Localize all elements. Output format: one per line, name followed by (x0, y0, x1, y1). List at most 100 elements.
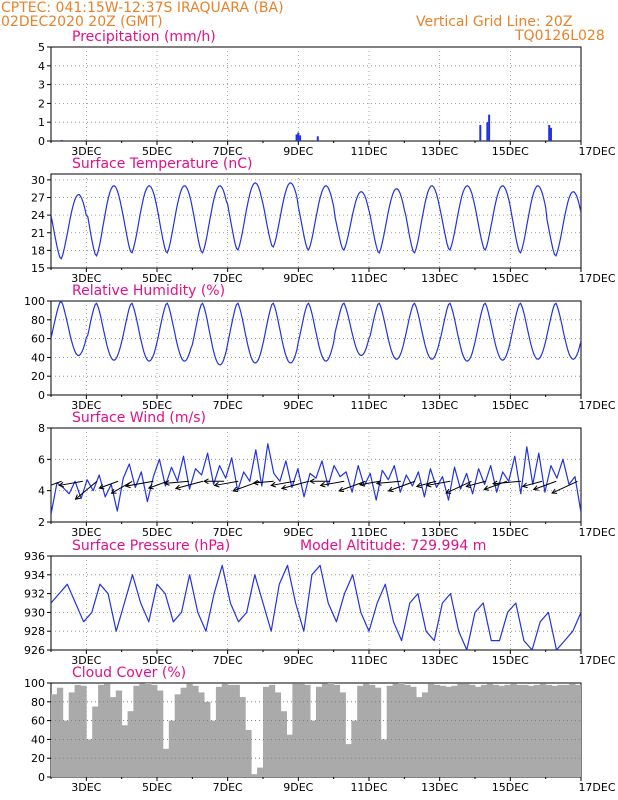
x-tick-label: 9DEC (283, 399, 313, 412)
panel-precip: 0 1 2 3 4 5 3DEC 5DEC 7DEC 9DEC 11DEC 13DEC 15DEC 17D… (38, 29, 616, 158)
cloud-bar (257, 767, 264, 777)
panel-frame (50, 46, 582, 142)
y-tick-label: 60 (31, 333, 45, 346)
cloud-bar (162, 748, 170, 777)
x-tick-label: 13DEC (421, 145, 458, 158)
panel-frame (50, 300, 582, 396)
cloud-bar (221, 683, 229, 777)
panel-title: Precipitation (mm/h) (72, 29, 216, 45)
x-tick-label: 5DEC (142, 272, 172, 285)
cloud-bar (327, 683, 335, 777)
cloud-bar (268, 684, 276, 777)
y-tick-label: 80 (31, 314, 45, 327)
x-tick-label: 17DEC (578, 654, 615, 667)
cloud-bar (192, 685, 199, 777)
cloud-bar (551, 685, 558, 777)
cloud-bar (422, 692, 429, 777)
cloud-bar (121, 725, 128, 777)
wind-arrow (163, 480, 189, 486)
cloud-bar (180, 687, 187, 777)
panel-title: Cloud Cover (%) (72, 665, 186, 681)
rh-series-line (51, 301, 581, 366)
x-tick-label: 7DEC (213, 272, 243, 285)
y-tick-label: 934 (24, 569, 45, 582)
wind-arrow (174, 480, 204, 491)
y-tick-label: 5 (38, 41, 45, 54)
plot-area (51, 182, 581, 260)
cloud-bar (374, 687, 382, 777)
x-tick-label: 13DEC (421, 526, 458, 539)
wind-arrow (98, 480, 119, 490)
cloud-bar (410, 686, 417, 777)
wind-arrow (338, 480, 366, 493)
y-tick-label: 2 (38, 97, 45, 110)
cloud-bar (233, 684, 240, 777)
panel-cloud: 0 20 40 60 80 100 3DEC 5DEC 7DEC 9DEC 11DEC 13DEC 15… (24, 665, 616, 794)
wind-arrow (415, 480, 437, 489)
cloud-bar (457, 683, 464, 777)
cloud-bar (486, 683, 494, 777)
y-tick-label: 926 (24, 644, 45, 657)
wind-series-line (51, 443, 581, 515)
wind-arrow (58, 480, 83, 488)
pres-series-line (51, 564, 581, 650)
cloud-bar (510, 683, 517, 777)
y-tick-label: 20 (31, 370, 45, 383)
x-tick-label: 15DEC (492, 526, 529, 539)
cloud-bar (74, 684, 81, 777)
y-tick-label: 21 (31, 227, 45, 240)
x-tick-label: 17DEC (578, 781, 615, 794)
header-grid-note: Vertical Grid Line: 20Z (416, 14, 573, 30)
cloud-bar (369, 684, 376, 777)
y-tick-label: 15 (31, 262, 45, 275)
y-tick-label: 0 (38, 771, 45, 784)
cloud-bar (398, 683, 405, 777)
wind-arrow (147, 480, 168, 490)
plot-area (51, 564, 581, 650)
x-tick-label: 7DEC (213, 654, 243, 667)
cloud-bar (539, 683, 547, 777)
y-tick-label: 40 (31, 733, 45, 746)
panel-rh: 0 20 40 60 80 100 3DEC 5DEC 7DEC 9DEC 11DEC 13DEC 15… (24, 283, 616, 412)
y-tick-label: 932 (24, 588, 45, 601)
y-tick-label: 2 (38, 516, 45, 529)
cloud-bar (239, 697, 246, 777)
cloud-bar (445, 686, 452, 777)
y-tick-label: 24 (31, 209, 45, 222)
cloud-bar (274, 692, 282, 777)
cloud-bar (98, 684, 105, 777)
precip-bar (316, 136, 319, 141)
cloud-bar (569, 683, 576, 777)
y-tick-label: 936 (24, 550, 45, 563)
cloud-bar (533, 684, 541, 777)
x-tick-label: 7DEC (213, 145, 243, 158)
precip-bar (548, 125, 551, 141)
panel-pres: 926 928 930 932 934 936 3DEC 5DEC 7DEC 9DEC 11DEC 1… (24, 538, 616, 667)
cloud-bar (427, 683, 435, 777)
cloud-bar (492, 684, 499, 777)
cloud-bar (416, 697, 423, 777)
x-tick-label: 11DEC (350, 145, 387, 158)
wind-arrow (358, 480, 380, 487)
plot-area (60, 114, 552, 141)
cloud-bar (498, 685, 505, 777)
y-tick-label: 8 (38, 422, 45, 435)
panel-title: Surface Temperature (nC) (72, 156, 253, 172)
y-tick-label: 18 (31, 244, 45, 257)
x-tick-label: 9DEC (283, 781, 313, 794)
y-tick-label: 100 (24, 677, 45, 690)
x-tick-label: 3DEC (71, 145, 101, 158)
wind-arrow (213, 480, 239, 488)
x-tick-label: 7DEC (213, 399, 243, 412)
cloud-bar (451, 685, 458, 777)
y-tick-label: 20 (31, 752, 45, 765)
wind-arrow (445, 480, 472, 494)
x-tick-label: 5DEC (142, 526, 172, 539)
y-tick-label: 30 (31, 174, 45, 187)
y-tick-label: 3 (38, 79, 45, 92)
panel-title: Surface Pressure (hPa) (72, 538, 230, 554)
y-tick-label: 80 (31, 696, 45, 709)
x-tick-label: 13DEC (421, 272, 458, 285)
cloud-bar (575, 684, 581, 777)
y-tick-label: 0 (38, 389, 45, 402)
